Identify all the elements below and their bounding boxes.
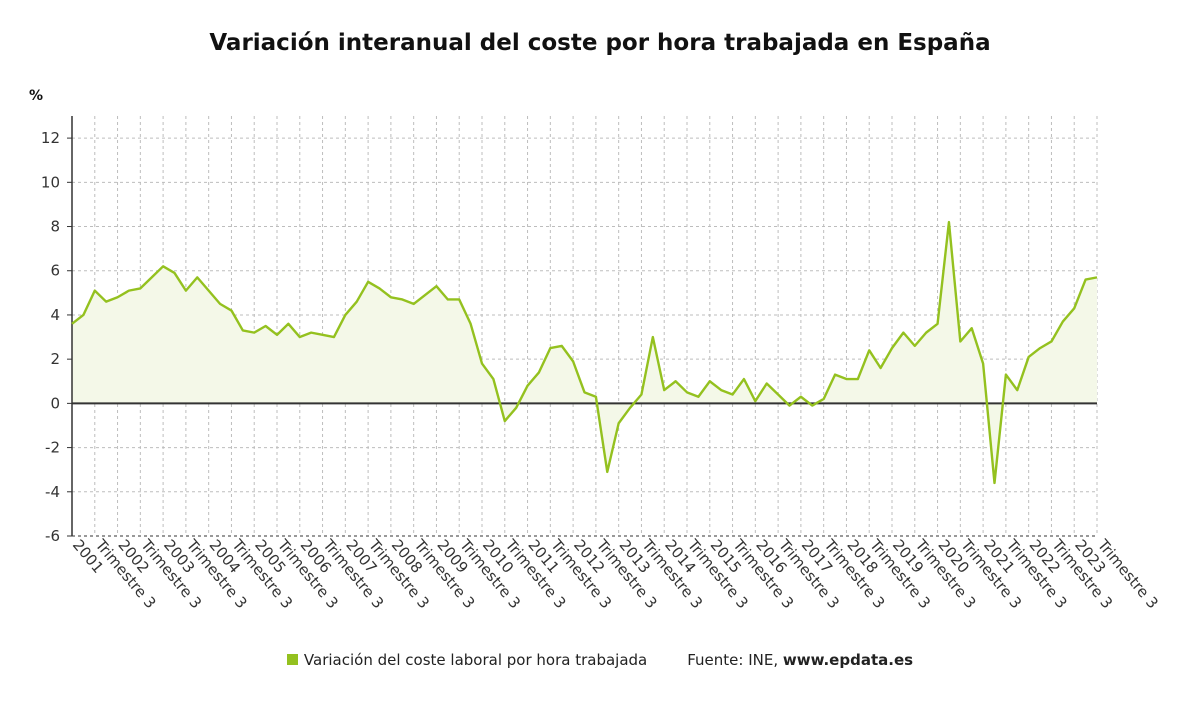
axes	[71, 116, 1097, 537]
legend-series-label: Variación del coste laboral por hora tra…	[303, 651, 648, 669]
y-tick-label: 6	[50, 262, 60, 280]
y-tick-label: 2	[50, 350, 60, 368]
chart-title: Variación interanual del coste por hora …	[209, 30, 991, 56]
series-area-fill	[72, 222, 1097, 483]
y-tick-label: -4	[45, 483, 60, 501]
y-tick-label: 4	[50, 306, 60, 324]
y-tick-label: 8	[50, 218, 60, 236]
y-tick-label: 10	[41, 173, 60, 191]
legend: Variación del coste laboral por hora tra…	[0, 651, 1200, 669]
y-tick-label: 0	[50, 394, 60, 412]
y-tick-label: -6	[45, 527, 60, 545]
y-tick-label: 12	[41, 129, 60, 147]
source-site: www.epdata.es	[782, 651, 914, 669]
y-tick-labels: -6 -4 -2 0 2 4 6 8 10 12	[41, 129, 72, 545]
series-line	[71, 220, 1098, 485]
legend-swatch	[286, 654, 298, 665]
y-tick-label: -2	[45, 439, 60, 457]
y-axis-unit: %	[29, 88, 43, 104]
source-prefix: Fuente: INE,	[687, 651, 783, 669]
